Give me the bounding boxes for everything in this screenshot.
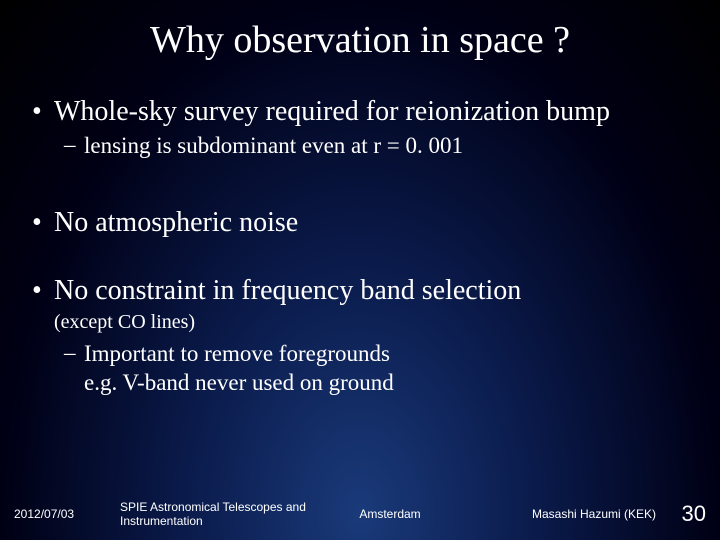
bullet-text: Whole-sky survey required for reionizati…: [54, 96, 692, 128]
slide-title: Why observation in space ?: [28, 18, 692, 62]
spacer: [28, 243, 692, 275]
bullet-text: No constraint in frequency band selectio…: [54, 275, 692, 307]
slide-footer: 2012/07/03 SPIE Astronomical Telescopes …: [0, 500, 720, 528]
footer-author: Masashi Hazumi (KEK): [421, 507, 666, 521]
bullet-item: • No atmospheric noise: [28, 207, 692, 239]
bullet-marker: •: [28, 96, 54, 128]
bullet-item: • No constraint in frequency band select…: [28, 275, 692, 307]
paren-note: (except CO lines): [54, 311, 692, 334]
bullet-text: Important to remove foregroundse.g. V-ba…: [84, 340, 692, 398]
bullet-marker: –: [64, 340, 84, 366]
bullet-text: No atmospheric noise: [54, 207, 692, 239]
footer-date: 2012/07/03: [14, 507, 114, 521]
bullet-marker: •: [28, 275, 54, 307]
slide-content: • Whole-sky survey required for reioniza…: [28, 96, 692, 540]
spacer: [28, 167, 692, 207]
bullet-marker: –: [64, 132, 84, 158]
footer-page-number: 30: [666, 501, 706, 527]
bullet-text: lensing is subdominant even at r = 0. 00…: [84, 132, 692, 161]
sub-bullet-item: – lensing is subdominant even at r = 0. …: [64, 132, 692, 161]
footer-conference: SPIE Astronomical Telescopes and Instrum…: [114, 500, 359, 528]
sub-bullet-item: – Important to remove foregroundse.g. V-…: [64, 340, 692, 398]
bullet-marker: •: [28, 207, 54, 239]
footer-location: Amsterdam: [359, 507, 420, 521]
slide: Why observation in space ? • Whole-sky s…: [0, 0, 720, 540]
bullet-item: • Whole-sky survey required for reioniza…: [28, 96, 692, 128]
